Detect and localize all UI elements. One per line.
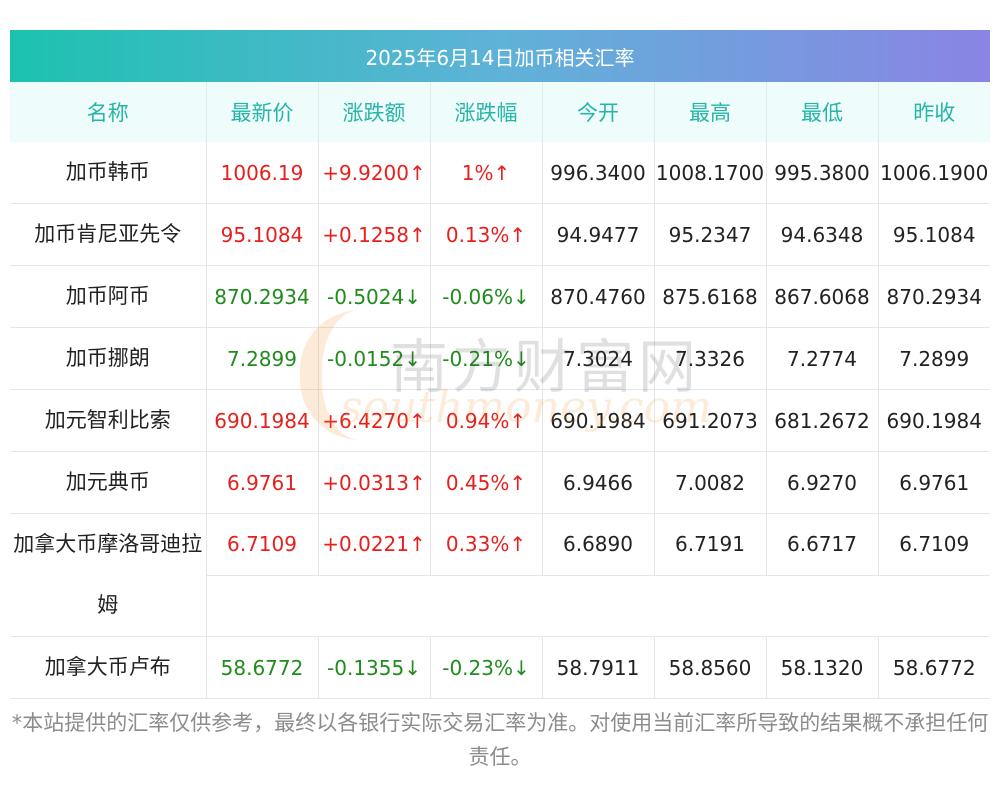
currency-pair-link[interactable]: 加币韩币 xyxy=(10,142,207,204)
high-price: 1008.1700 xyxy=(654,142,767,204)
currency-pair-link[interactable]: 加币阿币 xyxy=(10,265,207,328)
change-amount: +6.4270↑ xyxy=(318,389,431,452)
low-price: 995.3800 xyxy=(766,142,879,204)
disclaimer-text: *本站提供的汇率仅供参考，最终以各银行实际交易汇率为准。对使用当前汇率所导致的结… xyxy=(11,711,989,769)
change-amount: -0.1355↓ xyxy=(318,636,431,699)
change-amount: -0.0152↓ xyxy=(318,327,431,390)
low-price: 6.6717 xyxy=(766,513,879,576)
open-price: 870.4760 xyxy=(542,265,655,328)
low-price: 7.2774 xyxy=(766,327,879,390)
table-row: 加拿大币卢布 58.6772 -0.1355↓ -0.23%↓ 58.7911 … xyxy=(10,636,990,699)
prev-close-price: 1006.1900 xyxy=(878,142,990,204)
table-row-wrap-spacer xyxy=(10,575,990,637)
open-price: 58.7911 xyxy=(542,636,655,699)
table-row: 加元典币 6.9761 +0.0313↑ 0.45%↑ 6.9466 7.008… xyxy=(10,451,990,514)
prev-close-price: 95.1084 xyxy=(878,203,990,266)
change-percent: 0.94%↑ xyxy=(430,389,543,452)
table-row: 加拿大币摩洛哥迪拉姆 6.7109 +0.0221↑ 0.33%↑ 6.6890… xyxy=(10,513,990,637)
currency-pair-link[interactable]: 加元智利比索 xyxy=(10,389,207,452)
prev-close-price: 7.2899 xyxy=(878,327,990,390)
change-percent: 0.13%↑ xyxy=(430,203,543,266)
open-price: 6.9466 xyxy=(542,451,655,514)
prev-close-price: 690.1984 xyxy=(878,389,990,452)
table-row: 加币肯尼亚先令 95.1084 +0.1258↑ 0.13%↑ 94.9477 … xyxy=(10,203,990,266)
latest-price: 7.2899 xyxy=(206,327,319,390)
latest-price: 6.9761 xyxy=(206,451,319,514)
high-price: 58.8560 xyxy=(654,636,767,699)
change-percent: -0.23%↓ xyxy=(430,636,543,699)
low-price: 58.1320 xyxy=(766,636,879,699)
change-percent: -0.06%↓ xyxy=(430,265,543,328)
currency-pair-link[interactable]: 加拿大币卢布 xyxy=(10,636,207,699)
prev-close-price: 6.7109 xyxy=(878,513,990,576)
table-header-row: 名称 最新价 涨跌额 涨跌幅 今开 最高 最低 昨收 xyxy=(10,82,990,142)
header-open: 今开 xyxy=(542,82,655,142)
table-row: 加币阿币 870.2934 -0.5024↓ -0.06%↓ 870.4760 … xyxy=(10,265,990,328)
latest-price: 870.2934 xyxy=(206,265,319,328)
header-change: 涨跌额 xyxy=(318,82,431,142)
table-row: 加元智利比索 690.1984 +6.4270↑ 0.94%↑ 690.1984… xyxy=(10,389,990,452)
header-change-pct: 涨跌幅 xyxy=(430,82,543,142)
high-price: 6.7191 xyxy=(654,513,767,576)
page-title-banner: 2025年6月14日加币相关汇率 xyxy=(10,30,990,82)
currency-pair-link[interactable]: 加币挪朗 xyxy=(10,327,207,390)
change-amount: +0.1258↑ xyxy=(318,203,431,266)
change-amount: +9.9200↑ xyxy=(318,142,431,204)
table-row: 加币韩币 1006.19 +9.9200↑ 1%↑ 996.3400 1008.… xyxy=(10,142,990,204)
header-latest: 最新价 xyxy=(206,82,319,142)
high-price: 875.6168 xyxy=(654,265,767,328)
low-price: 867.6068 xyxy=(766,265,879,328)
change-amount: +0.0221↑ xyxy=(318,513,431,576)
open-price: 7.3024 xyxy=(542,327,655,390)
low-price: 681.2672 xyxy=(766,389,879,452)
low-price: 6.9270 xyxy=(766,451,879,514)
prev-close-price: 870.2934 xyxy=(878,265,990,328)
change-amount: -0.5024↓ xyxy=(318,265,431,328)
currency-pair-link[interactable]: 加拿大币摩洛哥迪拉姆 xyxy=(10,513,207,637)
prev-close-price: 6.9761 xyxy=(878,451,990,514)
header-low: 最低 xyxy=(766,82,879,142)
empty-cell xyxy=(206,575,990,637)
table-row: 加币挪朗 7.2899 -0.0152↓ -0.21%↓ 7.3024 7.33… xyxy=(10,327,990,390)
change-percent: 1%↑ xyxy=(430,142,543,204)
change-percent: -0.21%↓ xyxy=(430,327,543,390)
header-prev-close: 昨收 xyxy=(913,101,956,125)
change-percent: 0.45%↑ xyxy=(430,451,543,514)
latest-price: 690.1984 xyxy=(206,389,319,452)
change-amount: +0.0313↑ xyxy=(318,451,431,514)
open-price: 94.9477 xyxy=(542,203,655,266)
latest-price: 1006.19 xyxy=(206,142,319,204)
currency-pair-link[interactable]: 加元典币 xyxy=(10,451,207,514)
latest-price: 6.7109 xyxy=(206,513,319,576)
open-price: 996.3400 xyxy=(542,142,655,204)
currency-pair-link[interactable]: 加币肯尼亚先令 xyxy=(10,203,207,266)
header-name: 名称 xyxy=(10,82,207,142)
page-title: 2025年6月14日加币相关汇率 xyxy=(365,45,635,70)
low-price: 94.6348 xyxy=(766,203,879,266)
high-price: 95.2347 xyxy=(654,203,767,266)
high-price: 7.0082 xyxy=(654,451,767,514)
prev-close-price: 58.6772 xyxy=(878,636,990,699)
exchange-rate-table: 名称 最新价 涨跌额 涨跌幅 今开 最高 最低 昨收 加币韩币 1006.19 … xyxy=(10,82,990,699)
latest-price: 58.6772 xyxy=(206,636,319,699)
open-price: 6.6890 xyxy=(542,513,655,576)
high-price: 7.3326 xyxy=(654,327,767,390)
open-price: 690.1984 xyxy=(542,389,655,452)
header-high: 最高 xyxy=(654,82,767,142)
high-price: 691.2073 xyxy=(654,389,767,452)
change-percent: 0.33%↑ xyxy=(430,513,543,576)
latest-price: 95.1084 xyxy=(206,203,319,266)
